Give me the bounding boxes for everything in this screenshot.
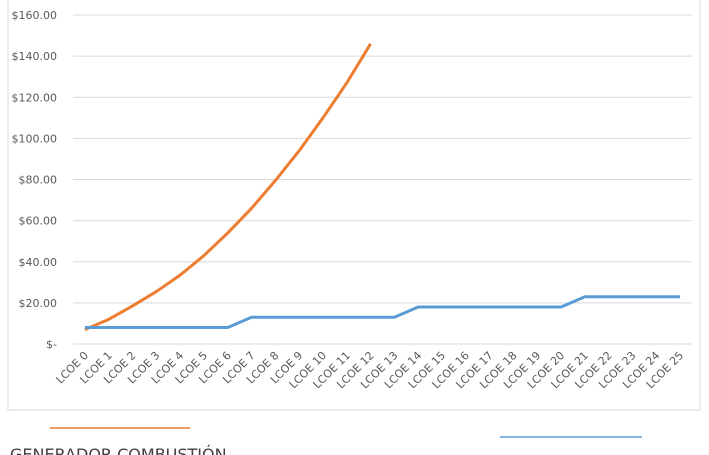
y-tick-label: $140.00 — [12, 50, 58, 63]
series-line — [84, 43, 372, 331]
legend-label: GENERADOR COMBUSTIÓN — [10, 445, 227, 455]
y-tick-label: $20.00 — [19, 297, 58, 310]
y-tick-label: $120.00 — [12, 91, 58, 104]
y-tick-label: $160.00 — [12, 9, 58, 22]
series-line — [84, 295, 681, 330]
y-tick-label: $40.00 — [19, 256, 58, 269]
y-tick-label: $- — [46, 338, 57, 351]
y-tick-label: $60.00 — [19, 215, 58, 228]
y-tick-label: $80.00 — [19, 174, 58, 187]
chart-border — [7, 0, 701, 411]
y-tick-label: $100.00 — [12, 132, 58, 145]
